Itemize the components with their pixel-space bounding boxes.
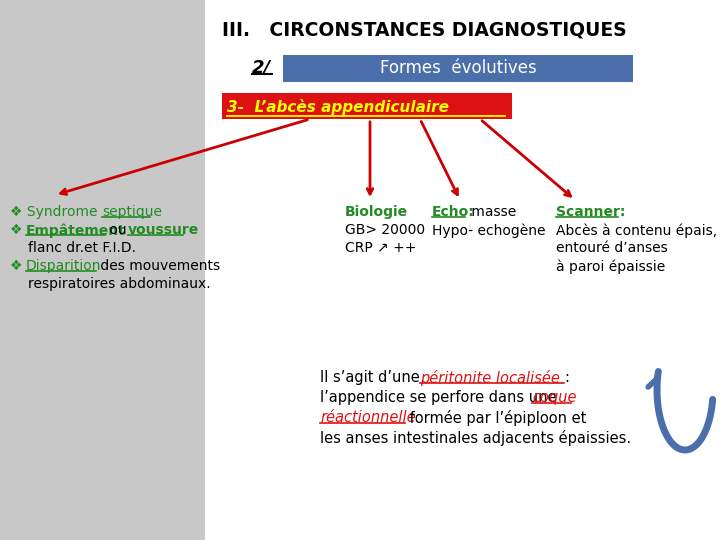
- Text: 2/: 2/: [252, 59, 271, 77]
- Text: ❖: ❖: [10, 259, 27, 273]
- Text: réactionnelle: réactionnelle: [320, 410, 415, 425]
- Text: formée par l’épiploon et: formée par l’épiploon et: [405, 410, 586, 426]
- Text: entouré d’anses: entouré d’anses: [556, 241, 667, 255]
- Text: Scanner:: Scanner:: [556, 205, 626, 219]
- Text: péritonite localisée: péritonite localisée: [420, 370, 560, 386]
- Text: masse: masse: [467, 205, 516, 219]
- Text: Empâtement: Empâtement: [26, 223, 126, 238]
- Text: Biologie: Biologie: [345, 205, 408, 219]
- Text: Disparition: Disparition: [26, 259, 102, 273]
- Text: Hypo- echogène: Hypo- echogène: [432, 223, 546, 238]
- Text: ❖: ❖: [10, 223, 22, 237]
- Text: respiratoires abdominaux.: respiratoires abdominaux.: [28, 277, 211, 291]
- Text: les anses intestinales adjacents épaissies.: les anses intestinales adjacents épaissi…: [320, 430, 631, 446]
- Bar: [222, 93, 512, 119]
- Text: Il s’agit d’une: Il s’agit d’une: [320, 370, 424, 385]
- Text: coque: coque: [532, 390, 577, 405]
- Text: à paroi épaissie: à paroi épaissie: [556, 259, 665, 273]
- Text: CRP ↗ ++: CRP ↗ ++: [345, 241, 416, 255]
- Text: ❖ Syndrome: ❖ Syndrome: [10, 205, 102, 219]
- Bar: [0, 0, 205, 540]
- Bar: [283, 55, 633, 82]
- Text: voussure: voussure: [128, 223, 199, 237]
- Text: flanc dr.et F.I.D.: flanc dr.et F.I.D.: [28, 241, 136, 255]
- Text: GB> 20000: GB> 20000: [345, 223, 425, 237]
- Text: ou: ou: [105, 223, 131, 237]
- Text: Abcès à contenu épais,: Abcès à contenu épais,: [556, 223, 717, 238]
- Text: :: :: [564, 370, 569, 385]
- Text: septique: septique: [102, 205, 162, 219]
- Text: l’appendice se perfore dans une: l’appendice se perfore dans une: [320, 390, 561, 405]
- Text: 3-  L’abcès appendiculaire: 3- L’abcès appendiculaire: [227, 99, 449, 115]
- Text: des mouvements: des mouvements: [96, 259, 220, 273]
- Text: Echo:: Echo:: [432, 205, 474, 219]
- Text: III.   CIRCONSTANCES DIAGNOSTIQUES: III. CIRCONSTANCES DIAGNOSTIQUES: [222, 21, 626, 39]
- Text: Formes  évolutives: Formes évolutives: [379, 59, 536, 77]
